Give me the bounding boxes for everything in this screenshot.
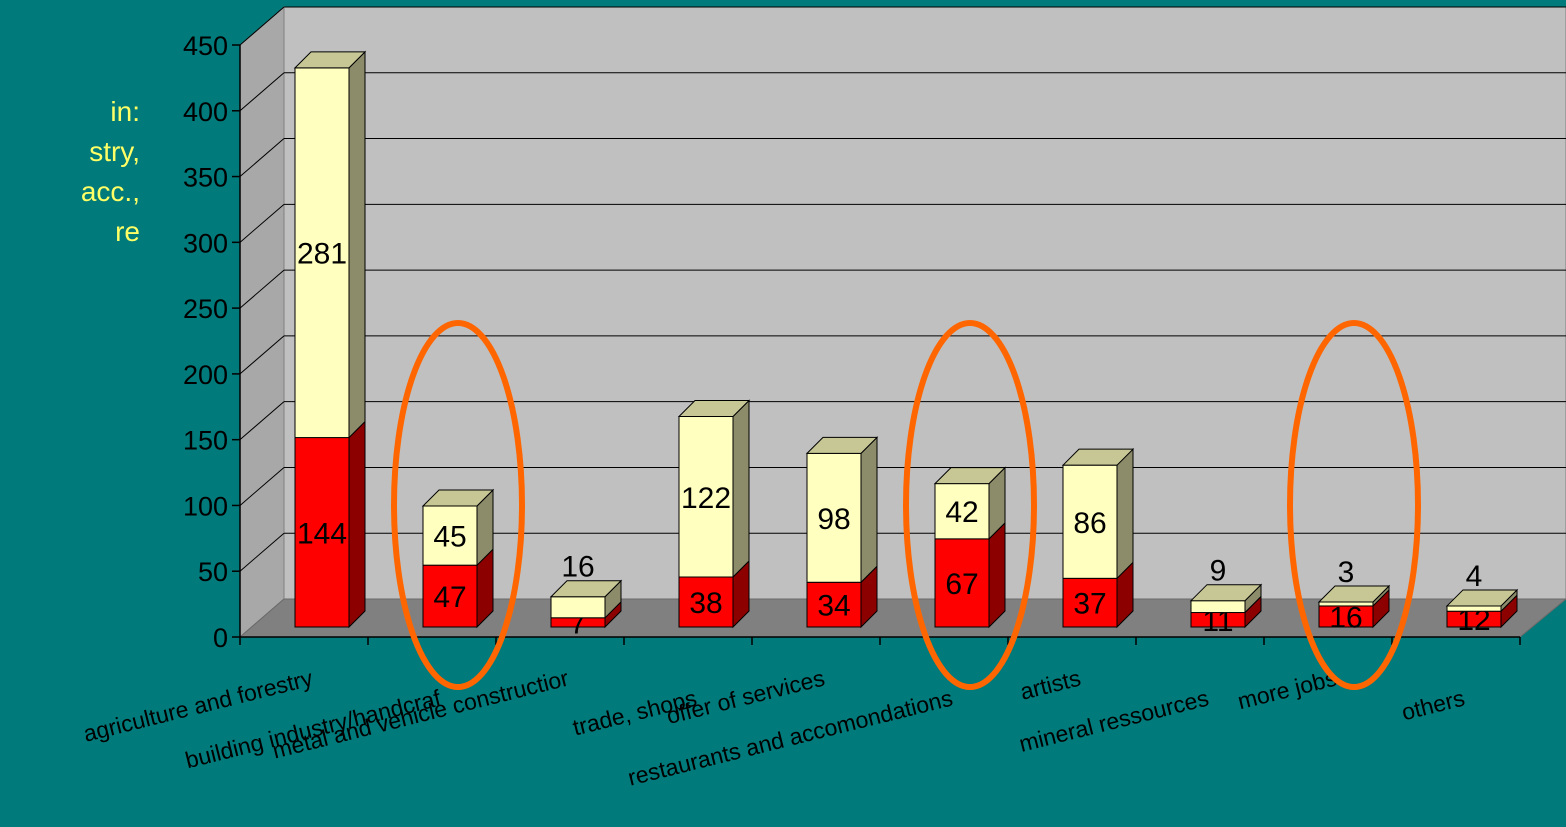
bar-segment [422, 505, 478, 566]
gridline-side [239, 138, 285, 177]
bar-segment [678, 576, 734, 628]
data-label: 37 [1073, 588, 1106, 621]
bar-top [421, 489, 495, 507]
gridline-side [239, 269, 285, 309]
data-label: 16 [1329, 601, 1362, 634]
y-tick-label: 200 [183, 360, 228, 390]
bar-segment-side [988, 521, 1006, 629]
x-tick-label: artists [1017, 665, 1083, 705]
y-tick-label: 450 [183, 31, 228, 61]
bar-segment [294, 437, 350, 628]
data-label: 281 [297, 238, 347, 271]
bar-segment [294, 67, 350, 439]
data-label: 47 [433, 581, 466, 614]
bar-top [549, 580, 623, 598]
data-label: 3 [1338, 556, 1355, 589]
bar-segment [1062, 577, 1118, 628]
x-tick-label: offer of services [664, 665, 827, 729]
bar-top [677, 400, 751, 418]
gridline-side [239, 203, 285, 243]
y-tick-label: 350 [183, 163, 228, 193]
bar-segment-side [732, 399, 750, 579]
y-tick-label: 300 [183, 228, 228, 258]
y-tick-label: 150 [183, 426, 228, 456]
y-tick-label: 250 [183, 294, 228, 324]
bar-top [933, 467, 1007, 485]
bar-segment-side [348, 420, 366, 629]
gridline-side [239, 401, 285, 441]
data-label: 16 [561, 551, 594, 584]
bar-segment-side [860, 436, 878, 584]
highlight-ellipse [1287, 320, 1421, 690]
gridline-side [239, 532, 285, 572]
data-label: 122 [681, 482, 731, 515]
y-tick-label: 100 [183, 491, 228, 521]
bar-segment [1446, 605, 1502, 612]
side-wall [239, 5, 285, 639]
x-tick-label: others [1399, 685, 1467, 726]
y-tick-label: 0 [213, 623, 228, 653]
bar-segment [1190, 600, 1246, 614]
bar-segment-side [348, 50, 366, 439]
side-text-line: acc., [80, 176, 140, 207]
gridline-side [239, 6, 285, 46]
side-text-line: stry, [89, 136, 140, 167]
bar-top [1317, 585, 1391, 603]
gridline-side [239, 467, 285, 506]
bar-segment-side [1116, 447, 1134, 580]
data-label: 4 [1466, 560, 1483, 593]
data-label: 67 [945, 568, 978, 601]
bar-segment [934, 538, 990, 628]
bar-top [293, 51, 367, 69]
data-label: 45 [433, 521, 466, 554]
data-label: 98 [817, 503, 850, 536]
side-text-line: in: [110, 96, 140, 127]
gridline-side [239, 72, 285, 112]
data-label: 34 [817, 590, 850, 623]
x-tick-label: more jobs [1235, 665, 1339, 715]
data-label: 38 [689, 587, 722, 620]
highlight-ellipse [903, 320, 1037, 690]
side-text: in: stry, acc., re [0, 92, 140, 252]
bar-segment [550, 596, 606, 619]
bar-segment [678, 416, 734, 578]
side-text-line: re [115, 216, 140, 247]
bar-top [1061, 448, 1135, 466]
y-tick-label: 50 [198, 557, 228, 587]
x-tick-label: metal and vehicle constructior [270, 665, 572, 764]
data-label: 42 [945, 496, 978, 529]
bar-top [1189, 584, 1263, 602]
data-label: 9 [1210, 555, 1227, 588]
bar-segment [806, 452, 862, 583]
data-label: 144 [297, 517, 347, 550]
gridline-side [239, 335, 285, 375]
highlight-ellipse [391, 320, 525, 690]
bar-top [805, 436, 879, 454]
bar-top [1445, 589, 1519, 607]
data-label: 86 [1073, 507, 1106, 540]
bar-segment [1318, 601, 1374, 607]
y-tick-label: 400 [183, 97, 228, 127]
